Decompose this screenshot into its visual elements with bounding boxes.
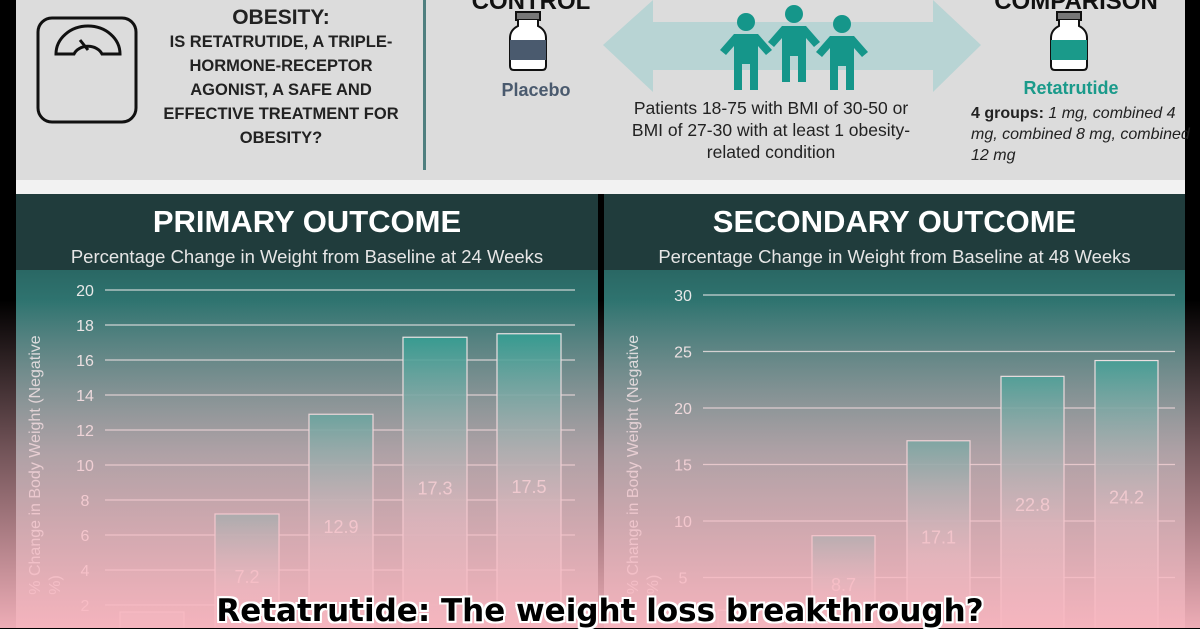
groups-text: 4 groups: 1 mg, combined 4 mg, combined …	[971, 105, 1190, 164]
comparison-heading: COMPARISON	[994, 0, 1158, 15]
panel-header: PRIMARY OUTCOME Percentage Change in Wei…	[16, 194, 598, 270]
control-label: Placebo	[501, 80, 571, 100]
chart-subtitle: Percentage Change in Weight from Baselin…	[70, 246, 544, 267]
population-text: Patients 18-75 with BMI of 30-50 or BMI …	[631, 98, 911, 162]
y-tick-label: 14	[76, 388, 94, 405]
comparison-label: Retatrutide	[1023, 78, 1119, 98]
y-tick-label: 10	[76, 458, 94, 475]
y-tick-label: 25	[674, 345, 692, 362]
chart-subtitle: Percentage Change in Weight from Baselin…	[658, 246, 1131, 267]
bar-value-label: 8.7	[831, 575, 856, 595]
y-tick-label: 20	[674, 401, 692, 418]
bar-value-label: 17.5	[511, 477, 546, 497]
y-tick-label: 12	[76, 423, 94, 440]
bar-value-label: 12.9	[323, 517, 358, 537]
pico-header: OBESITY: IS RETATRUTIDE, A TRIPLE-HORMON…	[16, 0, 1190, 180]
vial-icon	[1050, 11, 1088, 71]
y-tick-label: 16	[76, 353, 94, 370]
control-heading: CONTROL	[471, 0, 591, 15]
y-tick-label: 4	[81, 563, 90, 580]
panel-header: SECONDARY OUTCOME Percentage Change in W…	[604, 194, 1185, 270]
bar-value-label: 7.2	[234, 567, 259, 587]
bar-value-label: 17.1	[921, 527, 956, 547]
bar-value-label: 24.2	[1109, 487, 1144, 507]
y-tick-label: 18	[76, 318, 94, 335]
y-axis-label: % Change in Body Weight (Negative%)	[27, 335, 64, 595]
y-tick-label: 10	[674, 514, 692, 531]
bar-value-label: 22.8	[1015, 495, 1050, 515]
bar-value-label: 17.3	[417, 479, 452, 499]
y-tick-label: 6	[81, 528, 90, 545]
overlay-title: Retatrutide: The weight loss breakthroug…	[216, 593, 984, 629]
y-axis-label: % Change in Body Weight (Negative%)	[625, 335, 662, 595]
chart-title: SECONDARY OUTCOME	[712, 204, 1077, 239]
chart-title: PRIMARY OUTCOME	[152, 204, 462, 239]
y-tick-label: 15	[674, 458, 692, 475]
divider	[423, 0, 426, 170]
scale-icon	[36, 16, 138, 124]
people-icon	[720, 5, 868, 90]
y-tick-label: 20	[76, 283, 94, 300]
y-tick-label: 8	[81, 493, 90, 510]
y-tick-label: 30	[674, 288, 692, 305]
y-tick-label: 5	[679, 571, 688, 588]
spacer	[16, 180, 1185, 194]
vial-icon	[509, 11, 547, 71]
research-question: OBESITY: IS RETATRUTIDE, A TRIPLE-HORMON…	[163, 6, 399, 147]
